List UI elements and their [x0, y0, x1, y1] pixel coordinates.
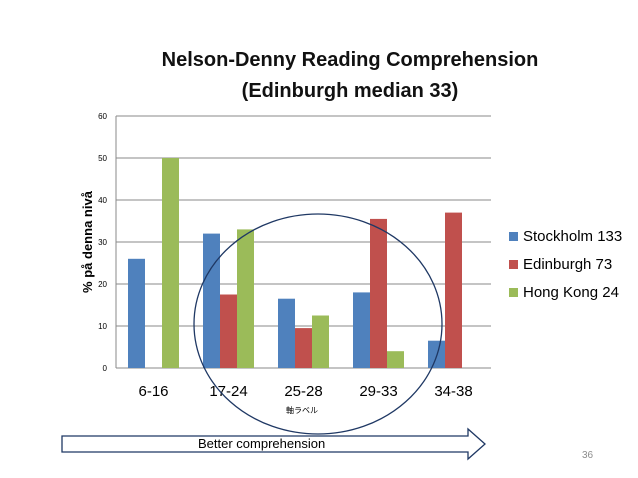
- bar: [278, 298, 295, 368]
- axes: 0 10 20 30 40 50 60 6-16 17-24 25-28 29-33 34-38 軸ラベ…: [80, 112, 473, 415]
- chart-title-line2: (Edinburgh median 33): [241, 80, 459, 102]
- legend-swatch: [509, 288, 518, 297]
- legend-label: Edinburgh 73: [523, 256, 612, 273]
- x-tick-label: 6-16: [138, 383, 168, 400]
- bar: [162, 158, 179, 368]
- legend-label: Hong Kong 24: [523, 284, 619, 301]
- x-tick-label: 25-28: [284, 383, 322, 400]
- bar: [237, 229, 254, 368]
- y-tick-label: 30: [98, 238, 107, 247]
- x-tick-label: 34-38: [434, 383, 472, 400]
- y-tick-label: 0: [103, 364, 108, 373]
- x-axis-title: 軸ラベル: [286, 405, 318, 415]
- y-tick-label: 20: [98, 280, 107, 289]
- arrow-label: Better comprehension: [198, 436, 326, 451]
- bar: [128, 258, 145, 368]
- x-tick-label: 17-24: [209, 383, 247, 400]
- y-axis-title: % på denna nivå: [80, 190, 95, 293]
- y-tick-label: 60: [98, 112, 107, 121]
- bar: [220, 294, 237, 368]
- y-tick-label: 10: [98, 322, 107, 331]
- bar: [353, 292, 370, 368]
- bar: [370, 218, 387, 368]
- slide-number: 36: [582, 450, 594, 461]
- legend: Stockholm 133 Edinburgh 73 Hong Kong 24: [509, 228, 622, 301]
- legend-swatch: [509, 232, 518, 241]
- chart-title-line1: Nelson-Denny Reading Comprehension: [161, 49, 539, 71]
- y-tick-label: 50: [98, 154, 107, 163]
- bar: [428, 340, 445, 368]
- annotations: [61, 213, 486, 461]
- legend-label: Stockholm 133: [523, 228, 622, 245]
- bar: [387, 351, 404, 368]
- right-arrow: [61, 427, 486, 461]
- bar: [312, 315, 329, 368]
- bars: [128, 158, 462, 368]
- x-tick-label: 29-33: [359, 383, 397, 400]
- y-tick-label: 40: [98, 196, 107, 205]
- legend-swatch: [509, 260, 518, 269]
- bar: [295, 328, 312, 368]
- bar: [203, 233, 220, 368]
- highlight-ellipse: [193, 213, 443, 435]
- bar: [445, 212, 462, 368]
